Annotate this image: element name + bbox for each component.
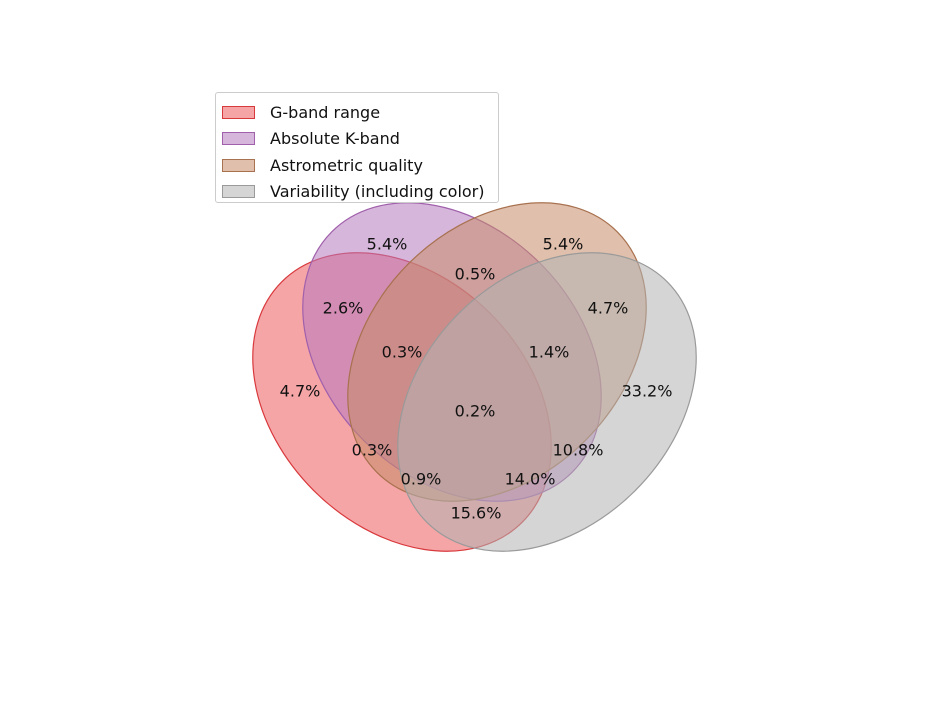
legend-item-variability: Variability (including color) bbox=[222, 179, 498, 206]
legend-label-g-band: G-band range bbox=[270, 102, 381, 122]
region-label-v-only: 33.2% bbox=[622, 382, 673, 401]
legend-swatch-variability bbox=[222, 185, 255, 199]
region-label-all: 0.2% bbox=[455, 402, 496, 421]
region-label-g-a: 0.3% bbox=[352, 441, 393, 460]
region-label-g-k: 2.6% bbox=[323, 299, 364, 318]
legend-swatch-k-band bbox=[222, 132, 255, 146]
legend-label-variability: Variability (including color) bbox=[270, 182, 485, 202]
region-label-k-a-v: 1.4% bbox=[529, 343, 570, 362]
legend-label-astrometric: Astrometric quality bbox=[270, 155, 423, 175]
region-label-k-v: 10.8% bbox=[553, 441, 604, 460]
region-label-a-v: 4.7% bbox=[588, 299, 629, 318]
legend-item-astrometric: Astrometric quality bbox=[222, 152, 498, 179]
legend-item-g-band: G-band range bbox=[222, 99, 498, 126]
region-label-g-v: 15.6% bbox=[451, 504, 502, 523]
set-ellipse-variability bbox=[397, 252, 697, 552]
region-label-g-only: 4.7% bbox=[280, 382, 321, 401]
legend: G-band range Absolute K-band Astrometric… bbox=[215, 92, 499, 203]
region-label-k-only: 5.4% bbox=[367, 235, 408, 254]
region-label-g-k-v: 14.0% bbox=[505, 470, 556, 489]
legend-swatch-astrometric bbox=[222, 158, 255, 172]
legend-swatch-g-band bbox=[222, 105, 255, 119]
legend-label-k-band: Absolute K-band bbox=[270, 129, 400, 149]
legend-item-k-band: Absolute K-band bbox=[222, 126, 498, 153]
region-label-k-a: 0.5% bbox=[455, 265, 496, 284]
region-label-g-k-a: 0.3% bbox=[382, 343, 423, 362]
region-label-a-only: 5.4% bbox=[543, 235, 584, 254]
region-label-g-a-v: 0.9% bbox=[401, 470, 442, 489]
